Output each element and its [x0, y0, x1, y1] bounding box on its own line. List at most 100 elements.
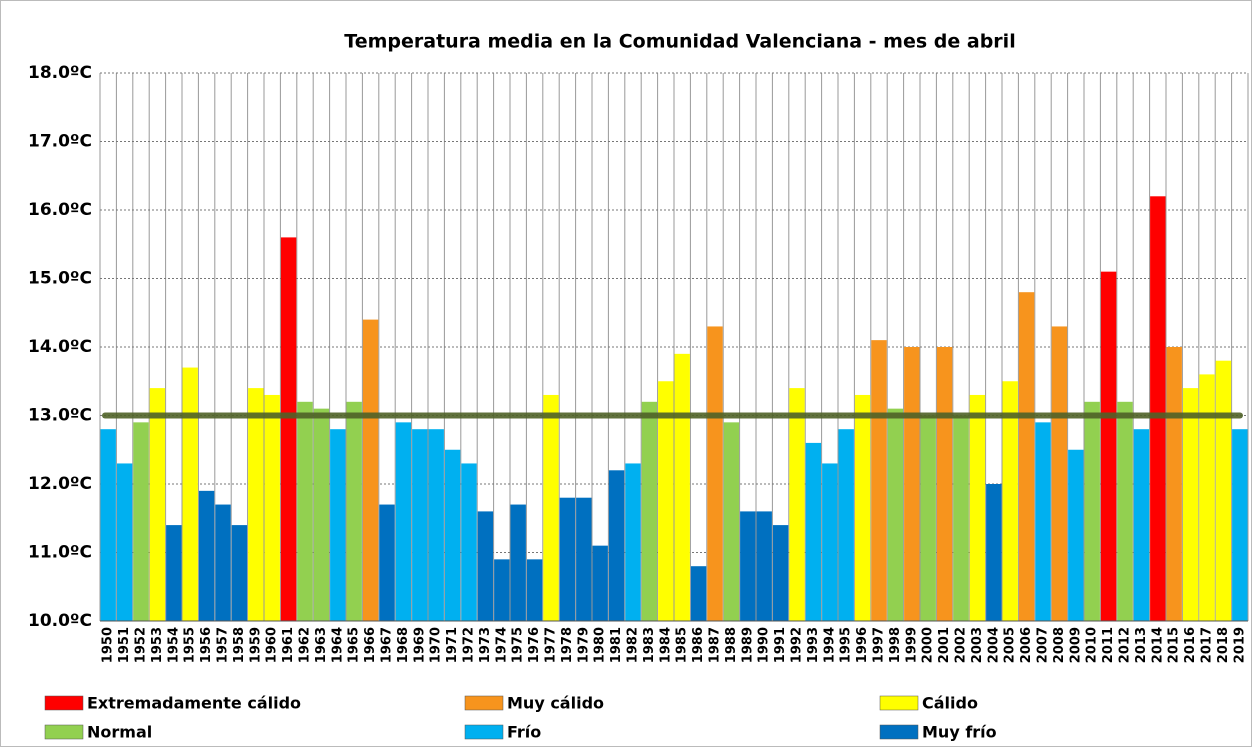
bar	[559, 497, 576, 621]
bar	[756, 511, 772, 621]
x-tick-label: 1963	[314, 627, 329, 663]
x-tick-label: 2013	[1134, 627, 1149, 663]
x-tick-label: 1976	[527, 627, 542, 663]
bar	[231, 525, 248, 621]
x-tick-label: 1982	[626, 627, 641, 663]
x-tick-label: 1988	[724, 627, 739, 663]
bar	[116, 463, 133, 621]
legend-label: Normal	[87, 723, 152, 742]
bar	[1117, 401, 1133, 621]
x-tick-label: 1969	[412, 627, 427, 663]
bar	[1232, 429, 1248, 621]
x-tick-label: 1983	[642, 627, 657, 663]
bar	[1100, 271, 1117, 621]
bar	[395, 422, 412, 621]
y-tick-label: 12.0ºC	[28, 474, 92, 494]
legend-swatch	[44, 724, 84, 740]
bar	[1002, 381, 1018, 621]
bar	[723, 422, 740, 621]
bar	[149, 388, 166, 621]
bar	[1150, 196, 1166, 622]
bar	[1182, 388, 1199, 621]
x-tick-label: 1972	[462, 627, 477, 663]
bar	[838, 429, 854, 621]
bar	[182, 367, 198, 621]
x-tick-label: 1960	[265, 627, 280, 663]
bar	[1133, 429, 1150, 621]
x-tick-label: 1986	[691, 627, 706, 663]
bar	[461, 463, 477, 621]
x-tick-label: 1985	[675, 627, 690, 663]
bar	[264, 394, 280, 621]
bar	[379, 504, 395, 621]
x-tick-label: 2012	[1118, 627, 1133, 663]
x-tick-label: 1987	[708, 627, 723, 663]
y-tick-label: 15.0ºC	[28, 269, 92, 289]
bar	[1084, 401, 1100, 621]
x-tick-label: 1997	[872, 627, 887, 663]
x-tick-label: 1950	[101, 627, 116, 663]
bar	[789, 388, 805, 621]
y-tick-label: 14.0ºC	[28, 337, 92, 357]
x-tick-label: 2010	[1085, 627, 1100, 663]
x-tick-label: 2009	[1068, 627, 1083, 663]
bar	[1018, 292, 1035, 621]
x-tick-label: 2014	[1150, 627, 1165, 663]
bar	[641, 401, 658, 621]
bar	[740, 511, 756, 621]
bar	[1068, 449, 1084, 621]
legend-swatch	[464, 695, 504, 711]
x-tick-label: 1992	[790, 627, 805, 663]
x-tick-label: 1965	[347, 627, 362, 663]
bar	[608, 470, 625, 621]
bar	[969, 394, 986, 621]
bar	[494, 559, 510, 621]
x-tick-label: 1995	[839, 627, 854, 663]
x-tick-label: 1977	[544, 627, 559, 663]
x-tick-label: 1970	[429, 627, 444, 663]
x-tick-label: 2006	[1019, 627, 1034, 663]
y-tick-label: 13.0ºC	[28, 406, 92, 426]
x-tick-label: 1991	[773, 627, 788, 663]
bar	[428, 429, 444, 621]
x-tick-label: 2016	[1183, 627, 1198, 663]
bar	[772, 525, 789, 621]
bar	[625, 463, 641, 621]
x-tick-label: 1984	[658, 627, 673, 663]
bar	[871, 340, 887, 621]
x-tick-label: 2004	[986, 627, 1001, 663]
x-tick-label: 1998	[888, 627, 903, 663]
x-tick-label: 1956	[199, 627, 214, 663]
x-tick-label: 2005	[1003, 627, 1018, 663]
chart-title: Temperatura media en la Comunidad Valenc…	[344, 31, 1015, 53]
bar	[576, 497, 592, 621]
y-tick-label: 16.0ºC	[28, 200, 92, 220]
x-tick-label: 2019	[1232, 627, 1247, 663]
bar	[100, 429, 116, 621]
bar	[526, 559, 543, 621]
bar	[477, 511, 494, 621]
x-tick-label: 1978	[560, 627, 575, 663]
bar	[1215, 360, 1232, 621]
x-tick-label: 1975	[511, 627, 526, 663]
bar	[658, 381, 674, 621]
bar	[904, 347, 920, 621]
bar	[690, 566, 707, 621]
x-tick-label: 1993	[806, 627, 821, 663]
bar	[936, 347, 953, 621]
x-tick-label: 1990	[757, 627, 772, 663]
bar	[297, 401, 313, 621]
x-tick-label: 1961	[281, 627, 296, 663]
bar	[953, 415, 969, 621]
bar	[330, 429, 346, 621]
bar	[805, 442, 822, 621]
x-tick-label: 1994	[822, 627, 837, 663]
bar	[198, 490, 215, 621]
x-tick-label: 1967	[380, 627, 395, 663]
legend-swatch	[464, 724, 504, 740]
x-tick-label: 1981	[609, 627, 624, 663]
bar	[166, 525, 182, 621]
x-tick-label: 2015	[1167, 627, 1182, 663]
x-tick-label: 1979	[576, 627, 591, 663]
bar	[313, 408, 330, 621]
